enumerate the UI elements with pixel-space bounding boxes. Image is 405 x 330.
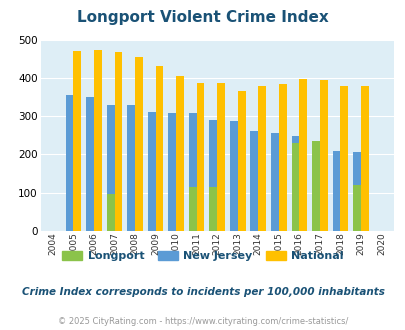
Bar <box>147 112 155 231</box>
Bar <box>229 121 237 231</box>
Bar <box>188 113 196 231</box>
Bar <box>311 143 319 231</box>
Legend: Longport, New Jersey, National: Longport, New Jersey, National <box>58 247 347 266</box>
Bar <box>291 143 298 231</box>
Bar <box>114 52 122 231</box>
Bar <box>298 79 307 231</box>
Bar <box>237 90 245 231</box>
Bar <box>86 97 94 231</box>
Bar <box>258 86 265 231</box>
Text: Longport Violent Crime Index: Longport Violent Crime Index <box>77 10 328 25</box>
Text: Crime Index corresponds to incidents per 100,000 inhabitants: Crime Index corresponds to incidents per… <box>21 287 384 297</box>
Bar <box>339 85 347 231</box>
Bar <box>332 150 339 231</box>
Bar <box>209 187 217 231</box>
Text: © 2025 CityRating.com - https://www.cityrating.com/crime-statistics/: © 2025 CityRating.com - https://www.city… <box>58 317 347 326</box>
Bar <box>107 105 114 231</box>
Bar <box>250 131 258 231</box>
Bar <box>168 113 176 231</box>
Bar <box>352 185 360 231</box>
Bar <box>319 80 327 231</box>
Bar <box>217 83 224 231</box>
Bar <box>127 105 135 231</box>
Bar <box>291 136 298 231</box>
Bar <box>73 51 81 231</box>
Bar <box>135 57 143 231</box>
Bar <box>107 194 114 231</box>
Bar <box>278 84 286 231</box>
Bar <box>66 95 73 231</box>
Bar <box>155 66 163 231</box>
Bar <box>271 133 278 231</box>
Bar <box>188 187 196 231</box>
Bar <box>352 152 360 231</box>
Bar <box>94 50 102 231</box>
Bar <box>176 76 183 231</box>
Bar <box>209 119 217 231</box>
Bar <box>196 83 204 231</box>
Bar <box>360 86 368 231</box>
Bar <box>311 142 319 231</box>
